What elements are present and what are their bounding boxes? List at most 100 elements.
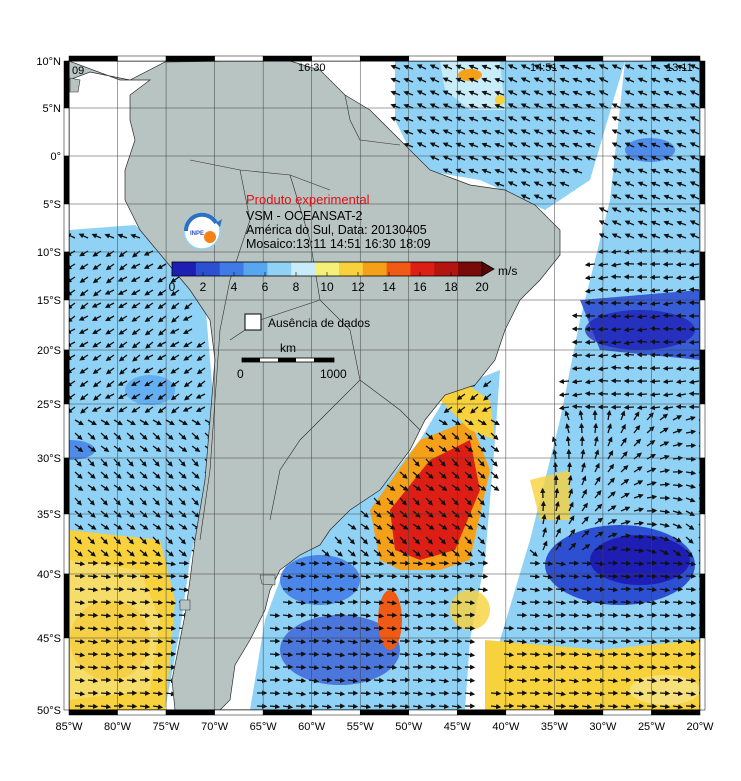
wind-arrow [516,639,528,645]
wind-arrow [438,458,446,467]
wind-arrow [118,302,128,309]
wind-arrow [74,652,86,658]
longitude-label: 55°W [347,721,375,733]
wind-arrow [672,523,683,529]
wind-arrow [390,103,401,109]
wind-arrow [620,520,631,525]
wind-arrow [568,587,580,593]
wind-arrow [386,549,395,557]
wind-arrow [104,393,115,399]
wind-arrow [650,129,661,135]
wind-arrow [649,378,661,384]
wind-arrow [672,574,684,580]
wind-arrow [675,261,687,268]
wind-arrow [196,367,206,375]
wind-arrow [373,523,383,530]
scale-end: 1000 [320,367,347,381]
wind-arrow [165,445,175,453]
wind-arrow [126,639,138,645]
wind-arrow [633,638,645,645]
wind-arrow [178,419,188,426]
wind-arrow [572,168,583,174]
wind-arrow [152,690,164,697]
wind-arrow [584,391,596,397]
wind-arrow [633,411,640,421]
wind-arrow [507,90,518,96]
wind-arrow [117,393,128,399]
wind-arrow [126,664,138,670]
wind-arrow [568,664,580,671]
wind-arrow [152,432,161,441]
wind-arrow [598,233,609,239]
wind-arrow [360,626,372,632]
wind-arrow [650,103,661,109]
wind-arrow [594,462,600,473]
wind-arrow [663,233,674,239]
wind-arrow [533,142,544,148]
wind-arrow [412,549,421,557]
wind-arrow [282,599,294,606]
wind-arrow [636,404,648,411]
wind-arrow [688,248,700,255]
wind-arrow [100,445,110,453]
wind-arrow [607,587,619,593]
wind-arrow [689,116,700,122]
wind-arrow [105,328,115,335]
wind-arrow [650,116,661,122]
latitude-label: 35°S [37,509,61,521]
wind-arrow [269,626,281,632]
wind-arrow [481,155,492,161]
wind-arrow [144,328,154,336]
wind-arrow [347,587,359,593]
wind-arrow [416,103,427,109]
wind-arrow [637,168,648,174]
wind-arrow [113,561,125,567]
wind-arrow [620,410,626,421]
wind-arrow [468,64,479,70]
wind-arrow [494,103,505,109]
wind-arrow [178,458,186,467]
wind-arrow [464,586,476,592]
wind-arrow [649,314,661,320]
wind-arrow [469,393,479,401]
wind-arrow [594,677,606,684]
wind-arrow [507,181,518,187]
wind-arrow [620,612,632,619]
wind-arrow [584,379,596,385]
wind-arrow [390,77,401,83]
wind-arrow [157,302,167,310]
wind-arrow [507,142,518,148]
wind-arrow [581,560,593,567]
wind-arrow [659,522,670,528]
wind-arrow [425,536,434,545]
longitude-labels: 85°W 80°W 75°W 70°W 65°W 60°W 55°W 50°W 45°W 40°W… [55,721,714,733]
wind-arrow [100,484,110,491]
wind-arrow [152,574,164,580]
wind-arrow [425,484,435,491]
wind-arrow [412,704,424,710]
wind-arrow [105,263,115,271]
wind-arrow [360,690,372,696]
wind-arrow [529,626,541,632]
wind-arrow [594,449,600,460]
wind-arrow [541,527,547,538]
wind-arrow [607,625,619,632]
wind-arrow [386,600,398,606]
wind-arrow [118,315,128,322]
wind-arrow [178,471,187,479]
wind-arrow [92,263,102,270]
wind-arrow [451,560,463,567]
wind-arrow [412,652,424,658]
wind-arrow [520,64,531,70]
wind-arrow [581,544,591,551]
wind-arrow [593,435,599,447]
wind-arrow [182,328,193,334]
wind-arrow [649,301,661,307]
experimental-title: Produto experimental [246,192,370,207]
wind-arrow [429,129,440,135]
wind-arrow [360,651,372,658]
wind-arrow [92,341,102,348]
wind-arrow [334,600,346,606]
wind-arrow [490,458,498,467]
wind-arrow [451,651,463,658]
